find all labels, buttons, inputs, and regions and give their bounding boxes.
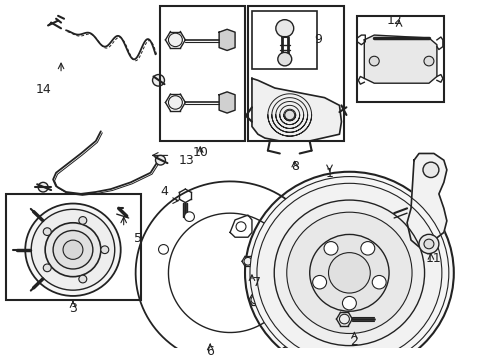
Polygon shape	[219, 29, 235, 50]
Text: 13: 13	[178, 154, 194, 167]
Circle shape	[158, 244, 168, 254]
Circle shape	[342, 296, 356, 310]
Circle shape	[324, 242, 337, 255]
Polygon shape	[219, 92, 235, 113]
Circle shape	[43, 228, 51, 235]
Circle shape	[244, 172, 453, 360]
Circle shape	[244, 257, 251, 265]
Circle shape	[312, 275, 326, 289]
Circle shape	[249, 177, 448, 360]
Circle shape	[79, 275, 86, 283]
Circle shape	[368, 56, 379, 66]
Circle shape	[422, 162, 438, 177]
Text: 5: 5	[133, 233, 142, 246]
Bar	[6, 194, 141, 300]
Text: 7: 7	[252, 276, 261, 289]
Text: 14: 14	[35, 83, 51, 96]
Text: 12: 12	[386, 14, 401, 27]
Circle shape	[339, 314, 349, 324]
Circle shape	[371, 275, 386, 289]
Circle shape	[79, 217, 86, 224]
Bar	[357, 16, 443, 103]
Text: 3: 3	[69, 302, 77, 315]
Circle shape	[184, 212, 194, 221]
Circle shape	[38, 183, 48, 192]
Circle shape	[284, 110, 294, 120]
Circle shape	[423, 56, 433, 66]
Text: 9: 9	[314, 33, 322, 46]
Text: 1: 1	[325, 167, 333, 180]
Circle shape	[43, 264, 51, 272]
Circle shape	[101, 246, 108, 253]
Polygon shape	[251, 78, 341, 141]
Bar	[160, 6, 244, 141]
Text: 6: 6	[206, 345, 214, 358]
Circle shape	[274, 200, 424, 346]
Text: 4: 4	[160, 185, 168, 198]
Circle shape	[256, 183, 441, 360]
Circle shape	[155, 156, 165, 165]
Circle shape	[360, 242, 374, 255]
Bar	[247, 6, 344, 141]
Polygon shape	[406, 153, 446, 247]
Circle shape	[250, 296, 258, 303]
Circle shape	[328, 253, 369, 293]
Circle shape	[53, 230, 93, 269]
Circle shape	[309, 234, 388, 311]
Circle shape	[152, 75, 164, 86]
Circle shape	[168, 96, 182, 109]
Circle shape	[168, 33, 182, 47]
Polygon shape	[364, 35, 436, 83]
Circle shape	[63, 240, 83, 259]
Circle shape	[423, 239, 433, 249]
Text: 10: 10	[192, 146, 208, 159]
Circle shape	[31, 209, 115, 290]
Circle shape	[25, 203, 121, 296]
Circle shape	[275, 20, 293, 37]
Circle shape	[45, 223, 101, 277]
Circle shape	[277, 53, 291, 66]
Bar	[251, 11, 316, 69]
Text: 11: 11	[425, 252, 441, 265]
Text: 8: 8	[290, 160, 298, 173]
Text: 2: 2	[350, 336, 358, 348]
Circle shape	[286, 212, 411, 333]
Circle shape	[236, 222, 245, 231]
Circle shape	[418, 234, 438, 253]
